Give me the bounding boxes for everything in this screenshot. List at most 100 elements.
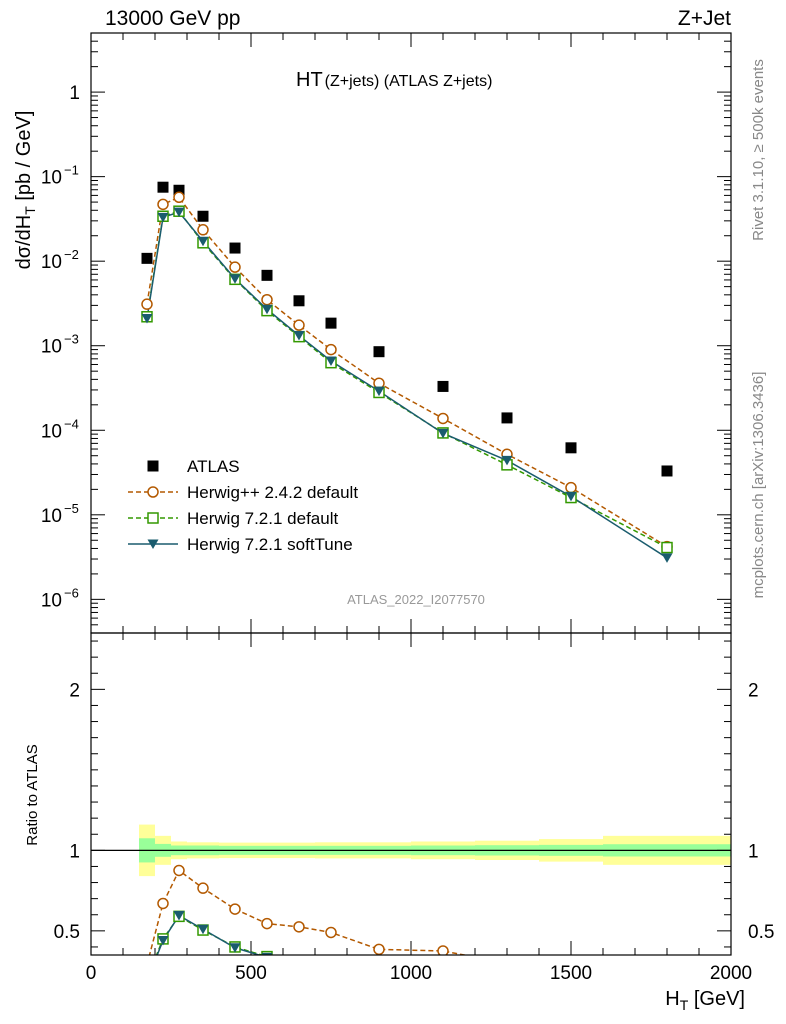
legend-marker	[147, 460, 159, 472]
legend-label: Herwig 7.2.1 softTune	[187, 535, 353, 554]
beam-label: 13000 GeV pp	[105, 7, 240, 30]
ratio-y-tick-label-right: 1	[748, 841, 759, 862]
ratio-series-line	[156, 914, 262, 955]
main-data-point	[141, 313, 153, 324]
x-tick-label: 2000	[710, 963, 752, 984]
x-tick-label: 500	[235, 963, 267, 984]
ratio-data-point	[229, 903, 241, 915]
main-data-point	[157, 212, 169, 223]
main-data-point	[293, 331, 305, 341]
main-y-tick-exponent: −5	[64, 501, 79, 516]
main-data-point	[261, 269, 273, 281]
x-tick-label: 0	[86, 963, 97, 984]
legend-marker	[147, 486, 159, 498]
ratio-y-axis-label: Ratio to ATLAS	[24, 744, 41, 845]
main-data-point	[661, 465, 673, 477]
main-data-point	[501, 412, 513, 424]
ratio-data-point	[294, 958, 304, 968]
main-data-point	[325, 356, 337, 366]
ratio-y-tick-label: 1	[69, 841, 80, 862]
legend-label: ATLAS	[187, 457, 240, 476]
ratio-series-clipped	[142, 864, 469, 984]
main-data-point	[173, 191, 185, 204]
ratio-series-group	[142, 864, 469, 984]
ratio-data-point	[197, 882, 209, 894]
ratio-data-point	[437, 945, 449, 955]
main-data-point	[373, 386, 385, 397]
ratio-axis-ticks: 0.5 0.5 1 1 2 2	[54, 633, 774, 955]
main-y-tick-exponent: −2	[64, 247, 79, 262]
main-y-axis-label: dσ/dHT [pb / GeV]	[13, 111, 38, 270]
main-data-point	[565, 491, 577, 502]
ratio-data-point	[229, 943, 241, 953]
main-y-tick-exponent: −1	[64, 163, 79, 178]
main-data-point	[501, 455, 513, 466]
x-tick-label: 1500	[550, 963, 592, 984]
legend-label: Herwig++ 2.4.2 default	[187, 483, 358, 502]
ratio-uncertainty-bands	[91, 824, 731, 877]
legend-marker	[147, 539, 159, 549]
ratio-plot-frame	[90, 632, 732, 956]
ratio-data-point	[197, 924, 209, 935]
ratio-data-point	[173, 911, 185, 921]
main-data-point	[173, 207, 185, 218]
main-data-point	[197, 236, 209, 247]
x-tick-labels: 0 500 1000 1500 2000	[86, 963, 752, 984]
main-data-point	[437, 380, 449, 392]
x-axis-label: HT [GeV]	[665, 988, 745, 1013]
ratio-data-point	[294, 959, 305, 969]
ratio-data-point	[157, 936, 169, 946]
main-data-point	[293, 295, 305, 307]
ratio-y-tick-label-right: 2	[748, 680, 759, 701]
main-data-point	[437, 428, 449, 439]
ratio-data-point	[325, 926, 337, 939]
main-y-tick-label: 10	[41, 252, 62, 273]
main-data-point	[173, 184, 185, 196]
legend: ATLAS Herwig++ 2.4.2 default Herwig 7.2.1 …	[128, 457, 358, 554]
main-y-tick-label: 10	[41, 506, 62, 527]
main-y-tick-label: 1	[69, 83, 80, 104]
x-tick-label: 1000	[390, 963, 432, 984]
process-label: Z+Jet	[678, 7, 731, 30]
ratio-data-point	[157, 897, 169, 910]
main-y-tick-label: 10	[41, 168, 62, 189]
main-data-point	[141, 252, 153, 264]
main-data-point	[229, 261, 241, 273]
main-axis-ticks: 110−110−210−310−410−510−6	[41, 32, 732, 634]
ratio-data-point	[261, 952, 273, 955]
ratio-data-point	[173, 864, 185, 877]
legend-marker	[147, 512, 159, 524]
main-series-line	[146, 211, 668, 559]
main-data-point	[157, 181, 169, 193]
ratio-data-point	[142, 974, 152, 984]
ratio-y-tick-label: 2	[69, 680, 80, 701]
main-data-point	[565, 481, 577, 494]
main-data-point	[293, 319, 305, 331]
main-data-point	[565, 442, 577, 454]
ratio-y-tick-label: 0.5	[54, 922, 80, 943]
ratio-data-point	[261, 917, 273, 930]
main-data-point	[373, 346, 385, 358]
main-y-tick-label: 10	[41, 337, 62, 358]
main-data-point	[661, 553, 673, 563]
main-data-point	[325, 343, 337, 356]
mcplots-reference-label: mcplots.cern.ch [arXiv:1306.3436]	[750, 372, 767, 599]
analysis-watermark: ATLAS_2022_I2077570	[347, 592, 485, 607]
main-data-point	[437, 412, 449, 425]
main-data-point	[661, 541, 673, 554]
main-data-point	[325, 317, 337, 329]
ratio-series-line	[155, 915, 265, 955]
main-data-point	[157, 198, 169, 211]
plot-title: HT (Z+jets) (ATLAS Z+jets)	[296, 69, 492, 91]
main-data-point	[229, 242, 241, 254]
main-data-point	[229, 274, 241, 284]
ratio-data-point	[373, 943, 385, 955]
ratio-data-point	[293, 921, 305, 933]
main-y-tick-label: 10	[41, 421, 62, 442]
rivet-version-label: Rivet 3.1.10, ≥ 500k events	[750, 59, 767, 241]
main-y-tick-exponent: −3	[64, 332, 79, 347]
main-y-tick-exponent: −6	[64, 585, 79, 600]
main-data-point	[261, 304, 273, 315]
legend-label: Herwig 7.2.1 default	[187, 509, 338, 528]
